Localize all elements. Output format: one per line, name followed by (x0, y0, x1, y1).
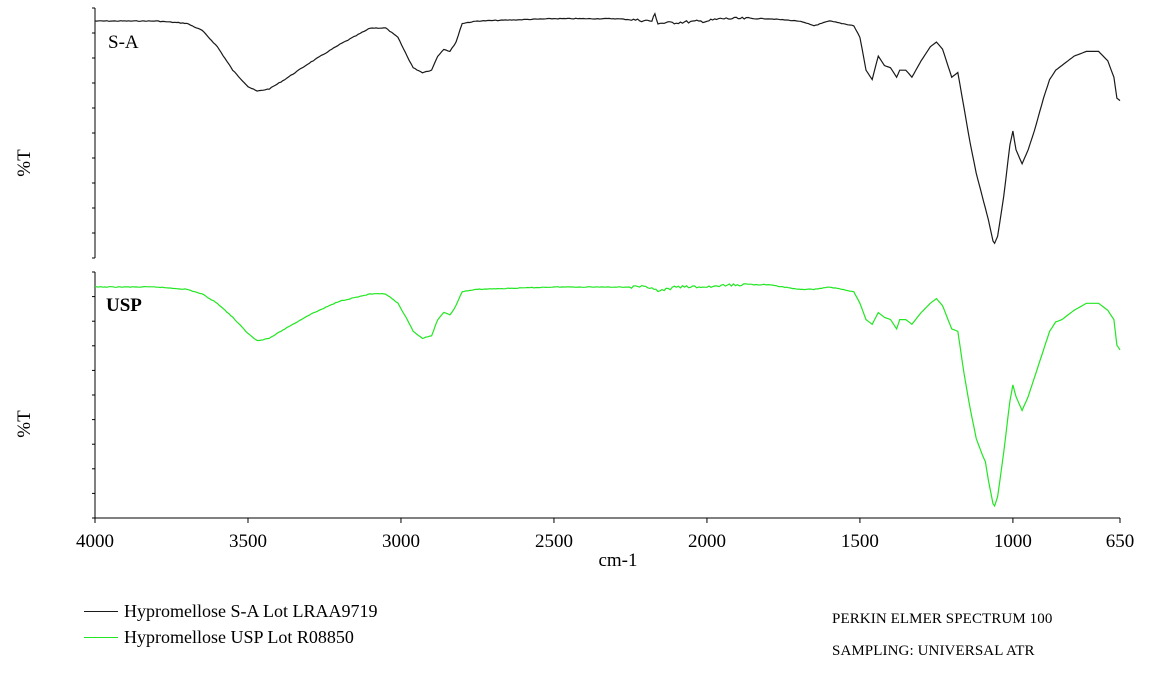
y-axis-label-sa: %T (14, 149, 35, 177)
x-tick-label: 4000 (76, 531, 114, 552)
spectrum-line-usp (94, 283, 1121, 508)
sampling-method: SAMPLING: UNIVERSAL ATR (832, 643, 1035, 659)
legend-item-usp: Hypromellose USP Lot R08850 (84, 624, 378, 650)
instrument-info: PERKIN ELMER SPECTRUM 100 SAMPLING: UNIV… (832, 610, 1052, 674)
panel-label-usp: USP (106, 295, 142, 316)
legend: Hypromellose S-A Lot LRAA9719 Hypromello… (84, 598, 378, 650)
x-axis: 4000 3500 3000 2500 2000 1500 1000 650 cm-1 (76, 517, 1135, 571)
x-tick-label: 650 (1106, 531, 1135, 552)
spectrum-line-sa (94, 12, 1121, 245)
instrument-name: PERKIN ELMER SPECTRUM 100 (832, 611, 1053, 627)
spectrum-panel-usp: USP %T (14, 271, 1121, 519)
x-tick-label: 3500 (229, 531, 267, 552)
legend-swatch-usp (84, 636, 118, 638)
legend-item-sa: Hypromellose S-A Lot LRAA9719 (84, 598, 378, 624)
panel-label-sa: S-A (108, 32, 139, 53)
legend-swatch-sa (84, 610, 118, 612)
x-tick-label: 3000 (382, 531, 420, 552)
x-tick-label: 2500 (535, 531, 573, 552)
legend-label-sa: Hypromellose S-A Lot LRAA9719 (124, 600, 378, 621)
legend-label-usp: Hypromellose USP Lot R08850 (124, 626, 354, 647)
x-tick-label: 1000 (994, 531, 1032, 552)
y-axis-label-usp: %T (14, 410, 35, 438)
x-tick-label: 1500 (841, 531, 879, 552)
x-axis-label: cm-1 (598, 550, 637, 571)
spectrum-panel-sa: S-A %T (14, 7, 1121, 259)
x-tick-label: 2000 (688, 531, 726, 552)
